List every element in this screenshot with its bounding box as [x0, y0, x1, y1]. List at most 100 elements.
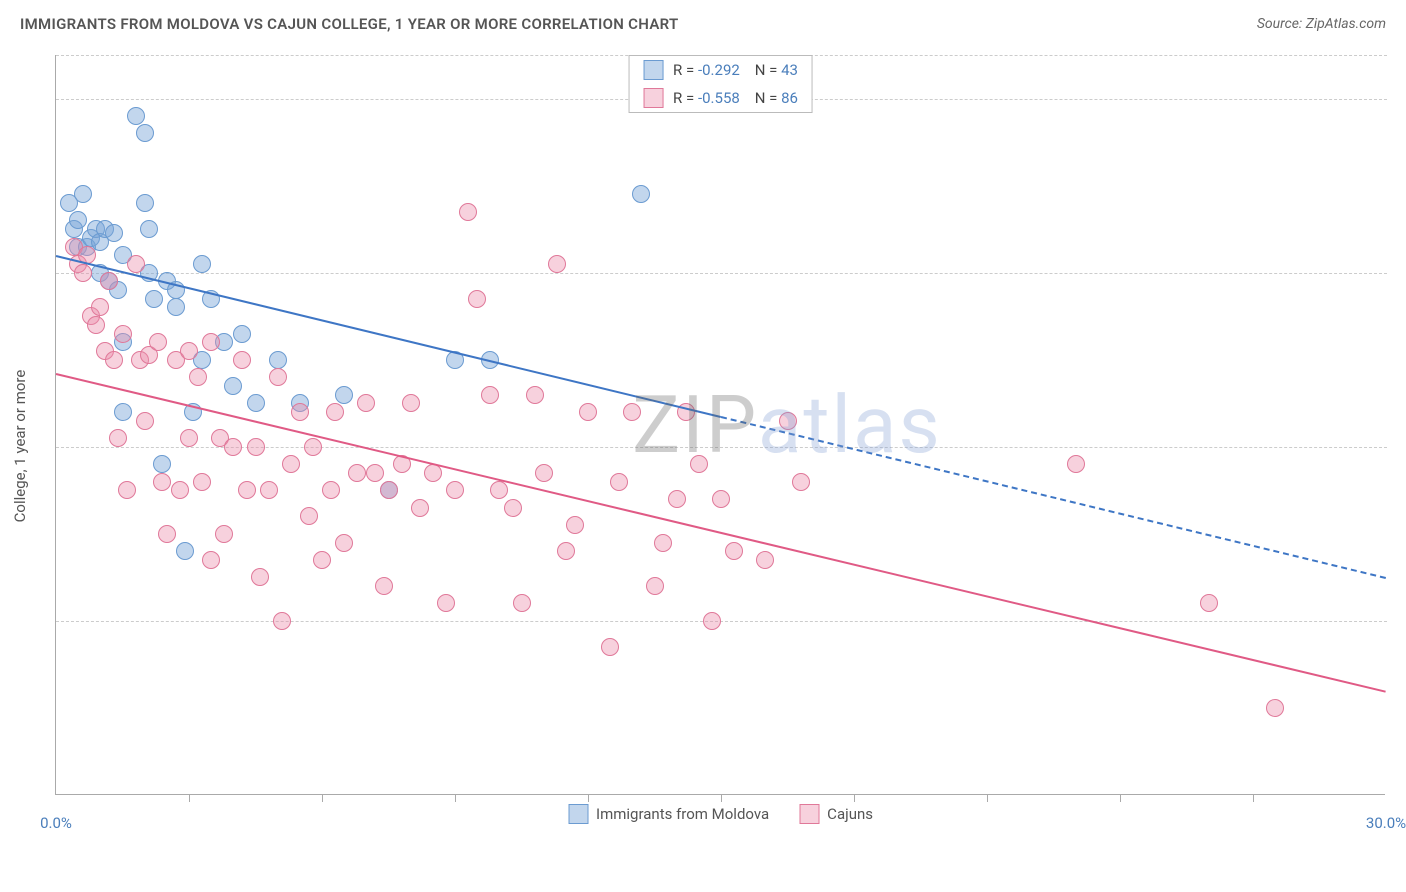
data-point-cajuns	[202, 333, 220, 351]
swatch-moldova	[643, 60, 663, 80]
data-point-cajuns	[1266, 699, 1284, 717]
legend-item-moldova: Immigrants from Moldova	[568, 804, 769, 824]
correlation-legend: R = -0.292 N = 43 R = -0.558 N = 86	[628, 55, 813, 113]
data-point-cajuns	[304, 438, 322, 456]
data-point-cajuns	[114, 325, 132, 343]
data-point-moldova	[136, 124, 154, 142]
data-point-moldova	[247, 394, 265, 412]
data-point-moldova	[269, 351, 287, 369]
grid-line	[56, 621, 1387, 622]
legend-item-cajuns: Cajuns	[799, 804, 873, 824]
data-point-cajuns	[490, 481, 508, 499]
data-point-cajuns	[548, 255, 566, 273]
data-point-cajuns	[623, 403, 641, 421]
data-point-moldova	[193, 255, 211, 273]
data-point-cajuns	[224, 438, 242, 456]
data-point-cajuns	[180, 342, 198, 360]
data-point-cajuns	[247, 438, 265, 456]
data-point-cajuns	[357, 394, 375, 412]
x-tick	[588, 794, 589, 802]
data-point-cajuns	[668, 490, 686, 508]
data-point-cajuns	[557, 542, 575, 560]
x-tick	[189, 794, 190, 802]
data-point-cajuns	[446, 481, 464, 499]
data-point-cajuns	[273, 612, 291, 630]
data-point-cajuns	[189, 368, 207, 386]
data-point-cajuns	[348, 464, 366, 482]
data-point-cajuns	[601, 638, 619, 656]
data-point-cajuns	[1200, 594, 1218, 612]
data-point-cajuns	[725, 542, 743, 560]
data-point-cajuns	[513, 594, 531, 612]
data-point-cajuns	[127, 255, 145, 273]
data-point-cajuns	[1067, 455, 1085, 473]
legend-row-cajuns: R = -0.558 N = 86	[629, 84, 812, 112]
data-point-cajuns	[481, 386, 499, 404]
data-point-moldova	[105, 224, 123, 242]
data-point-cajuns	[579, 403, 597, 421]
data-point-cajuns	[566, 516, 584, 534]
data-point-cajuns	[779, 412, 797, 430]
data-point-moldova	[224, 377, 242, 395]
data-point-cajuns	[100, 272, 118, 290]
data-point-cajuns	[87, 316, 105, 334]
source-attribution: Source: ZipAtlas.com	[1257, 16, 1386, 32]
x-tick	[1120, 794, 1121, 802]
data-point-cajuns	[526, 386, 544, 404]
x-tick-label: 0.0%	[40, 814, 72, 832]
x-tick	[1253, 794, 1254, 802]
data-point-cajuns	[504, 499, 522, 517]
data-point-moldova	[136, 194, 154, 212]
data-point-cajuns	[158, 525, 176, 543]
data-point-cajuns	[411, 499, 429, 517]
data-point-cajuns	[153, 473, 171, 491]
data-point-moldova	[153, 455, 171, 473]
data-point-cajuns	[375, 577, 393, 595]
data-point-cajuns	[792, 473, 810, 491]
data-point-cajuns	[335, 534, 353, 552]
r-stat-cajuns: R = -0.558 N = 86	[673, 89, 798, 107]
legend-row-moldova: R = -0.292 N = 43	[629, 56, 812, 84]
data-point-cajuns	[193, 473, 211, 491]
x-tick	[322, 794, 323, 802]
scatter-chart: ZIPatlas R = -0.292 N = 43 R = -0.558 N …	[55, 55, 1385, 795]
data-point-moldova	[176, 542, 194, 560]
grid-line	[56, 273, 1387, 274]
series-legend: Immigrants from Moldova Cajuns	[568, 804, 873, 824]
data-point-cajuns	[171, 481, 189, 499]
data-point-moldova	[167, 298, 185, 316]
data-point-cajuns	[238, 481, 256, 499]
data-point-cajuns	[646, 577, 664, 595]
data-point-moldova	[335, 386, 353, 404]
data-point-moldova	[145, 290, 163, 308]
data-point-cajuns	[322, 481, 340, 499]
data-point-cajuns	[300, 507, 318, 525]
data-point-cajuns	[109, 429, 127, 447]
data-point-cajuns	[468, 290, 486, 308]
r-stat-moldova: R = -0.292 N = 43	[673, 61, 798, 79]
data-point-cajuns	[712, 490, 730, 508]
swatch-moldova	[568, 804, 588, 824]
data-point-cajuns	[260, 481, 278, 499]
data-point-cajuns	[74, 264, 92, 282]
data-point-moldova	[140, 220, 158, 238]
data-point-moldova	[127, 107, 145, 125]
data-point-moldova	[74, 185, 92, 203]
trend-line-cajuns	[56, 373, 1386, 693]
data-point-cajuns	[380, 481, 398, 499]
swatch-cajuns	[643, 88, 663, 108]
swatch-cajuns	[799, 804, 819, 824]
data-point-moldova	[114, 403, 132, 421]
data-point-cajuns	[703, 612, 721, 630]
data-point-cajuns	[215, 525, 233, 543]
data-point-cajuns	[326, 403, 344, 421]
data-point-cajuns	[91, 298, 109, 316]
data-point-moldova	[69, 211, 87, 229]
x-tick	[721, 794, 722, 802]
data-point-cajuns	[610, 473, 628, 491]
data-point-cajuns	[313, 551, 331, 569]
data-point-cajuns	[251, 568, 269, 586]
data-point-cajuns	[118, 481, 136, 499]
data-point-cajuns	[233, 351, 251, 369]
x-tick-label: 30.0%	[1366, 814, 1406, 832]
